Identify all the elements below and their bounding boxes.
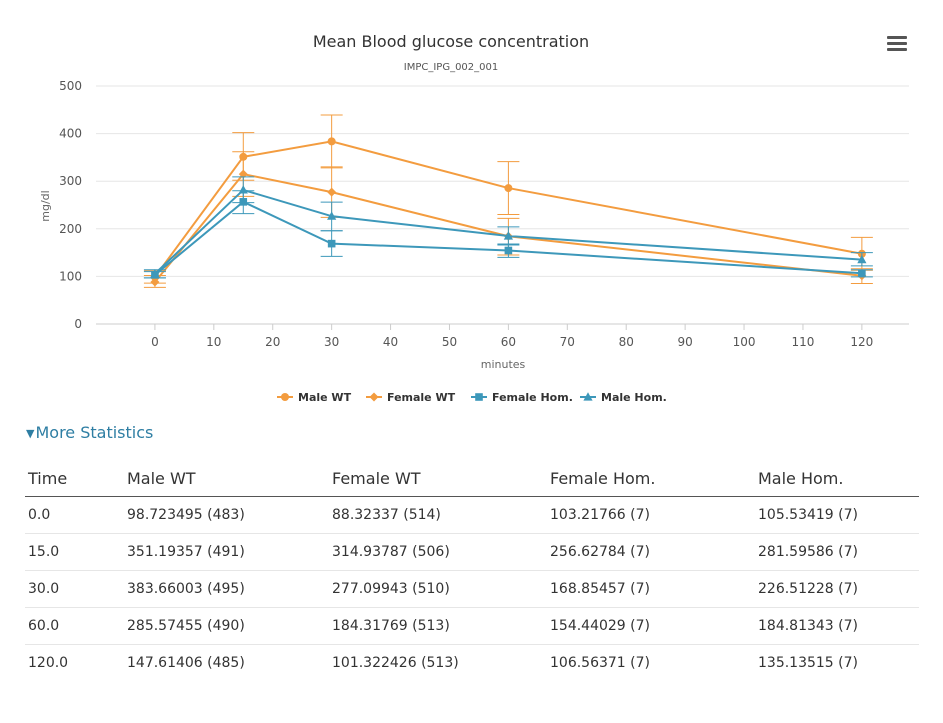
x-axis-label: minutes — [481, 358, 526, 371]
x-tick-label: 100 — [733, 335, 756, 349]
data-point — [327, 211, 337, 220]
x-tick-label: 50 — [442, 335, 457, 349]
line-chart: Mean Blood glucose concentration IMPC_IP… — [39, 32, 909, 404]
table-cell: 101.322426 (513) — [332, 655, 459, 671]
legend-item[interactable]: Male Hom. — [580, 391, 667, 404]
table-cell: 60.0 — [25, 607, 124, 645]
x-tick-label: 30 — [324, 335, 339, 349]
x-tick-label: 90 — [677, 335, 692, 349]
table-cell: 184.81343 (7) — [755, 607, 919, 645]
caret-down-icon: ▼ — [26, 427, 35, 440]
table-header-row: Time Male WT Female WT Female Hom. Male … — [25, 460, 919, 497]
table-cell: 30.0 — [25, 570, 124, 608]
table-cell: 285.57455 (490) — [124, 607, 329, 645]
table-cell: 314.93787 (506) — [329, 533, 547, 571]
legend-item[interactable]: Male WT — [277, 391, 352, 404]
hamburger-menu-icon[interactable] — [887, 36, 907, 54]
y-tick-label: 100 — [59, 269, 82, 283]
y-tick-label: 500 — [59, 79, 82, 93]
series-group — [143, 176, 873, 279]
table-cell: 147.61406 (485) — [127, 655, 245, 671]
y-tick-label: 400 — [59, 127, 82, 141]
table-cell: 88.32337 (514) — [329, 496, 547, 534]
data-point — [858, 269, 866, 278]
data-point — [327, 239, 336, 248]
table-cell: 184.31769 (513) — [329, 607, 547, 645]
statistics-table: Time Male WT Female WT Female Hom. Male … — [25, 460, 919, 681]
x-tick-label: 80 — [619, 335, 634, 349]
table-cell: 168.85457 (7) — [547, 570, 755, 608]
data-point — [150, 277, 160, 287]
data-point — [503, 231, 513, 240]
data-point — [238, 169, 248, 179]
table-cell: 105.53419 (7) — [755, 496, 919, 534]
table-cell: 120.0 — [28, 655, 69, 671]
table-cell: 351.19357 (491) — [124, 533, 329, 571]
column-header: Time — [25, 460, 124, 497]
chart: Mean Blood glucose concentration IMPC_IP… — [39, 32, 909, 404]
x-tick-label: 20 — [265, 335, 280, 349]
data-point — [238, 185, 248, 194]
table-row: 30.0 383.66003 (495) 277.09943 (510) 168… — [25, 570, 919, 608]
x-tick-label: 40 — [383, 335, 398, 349]
x-tick-label: 0 — [151, 335, 159, 349]
legend-label: Female Hom. — [492, 391, 573, 404]
legend-label: Male WT — [298, 391, 352, 404]
table-cell: 0.0 — [25, 496, 124, 534]
legend-label: Male Hom. — [601, 391, 667, 404]
table-cell: 98.723495 (483) — [124, 496, 329, 534]
x-tick-label: 10 — [206, 335, 221, 349]
table-cell: 226.51228 (7) — [755, 570, 919, 608]
axes: 0 100 200 300 400 500 0 10 20 30 40 50 60 70 80 90 100 11… — [59, 79, 873, 349]
y-tick-label: 200 — [59, 222, 82, 236]
table-cell: 383.66003 (495) — [124, 570, 329, 608]
table-cell: 106.56371 (7) — [550, 655, 650, 671]
legend-item[interactable]: Female Hom. — [471, 391, 573, 404]
legend-label: Female WT — [387, 391, 456, 404]
column-header: Female Hom. — [547, 460, 755, 497]
legend[interactable]: Male WT Female WT Female Hom. Male Hom. — [277, 391, 667, 404]
legend-item[interactable]: Female WT — [366, 391, 456, 404]
table-cell: 154.44029 (7) — [547, 607, 755, 645]
x-tick-label: 120 — [850, 335, 873, 349]
column-header: Male WT — [124, 460, 329, 497]
data-point — [150, 268, 160, 278]
data-point — [327, 137, 336, 146]
x-tick-label: 110 — [792, 335, 815, 349]
x-tick-label: 70 — [560, 335, 575, 349]
table-row: 120.0 147.61406 (485) 101.322426 (513) 1… — [25, 645, 919, 682]
y-tick-label: 300 — [59, 174, 82, 188]
table-cell: 277.09943 (510) — [329, 570, 547, 608]
y-axis-label: mg/dl — [39, 190, 52, 221]
table-cell: 135.13515 (7) — [758, 655, 858, 671]
more-statistics-toggle[interactable]: ▼More Statistics — [26, 423, 153, 442]
x-tick-label: 60 — [501, 335, 516, 349]
chart-title: Mean Blood glucose concentration — [313, 32, 589, 51]
table-cell: 256.62784 (7) — [547, 533, 755, 571]
data-point — [857, 254, 867, 264]
grid — [96, 85, 909, 325]
column-header: Female WT — [329, 460, 547, 497]
table-row: 0.0 98.723495 (483) 88.32337 (514) 103.2… — [25, 496, 919, 534]
data-point — [327, 187, 337, 197]
table-cell: 281.59586 (7) — [755, 533, 919, 571]
more-statistics-label: More Statistics — [35, 423, 154, 442]
data-point — [504, 246, 513, 255]
series — [143, 114, 873, 288]
legend-marker — [583, 392, 593, 401]
legend-marker — [281, 393, 289, 401]
chart-subtitle: IMPC_IPG_002_001 — [404, 62, 499, 73]
table-cell: 15.0 — [25, 533, 124, 571]
table-row: 15.0 351.19357 (491) 314.93787 (506) 256… — [25, 533, 919, 571]
y-tick-label: 0 — [74, 317, 82, 331]
table-row: 60.0 285.57455 (490) 184.31769 (513) 154… — [25, 607, 919, 645]
column-header: Male Hom. — [755, 460, 919, 497]
legend-marker — [475, 393, 483, 401]
legend-marker — [369, 392, 379, 402]
data-point — [504, 184, 513, 193]
table-cell: 103.21766 (7) — [547, 496, 755, 534]
